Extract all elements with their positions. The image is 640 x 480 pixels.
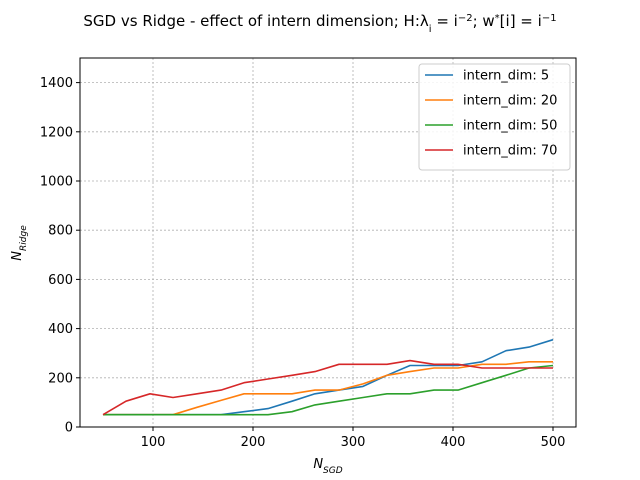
x-tick-label: 200 — [241, 435, 266, 450]
legend-label-2: intern_dim: 20 — [463, 94, 557, 109]
x-tick-label: 500 — [541, 435, 566, 450]
chart-title: SGD vs Ridge - effect of intern dimensio… — [83, 12, 556, 35]
y-tick-label: 400 — [48, 322, 73, 337]
y-axis: 0 200 400 600 800 1000 1200 1400 — [40, 76, 80, 436]
y-axis-label: NRidge — [10, 225, 29, 261]
legend-label-3: intern_dim: 50 — [463, 119, 557, 134]
y-tick-label: 1400 — [40, 76, 73, 91]
x-tick-label: 300 — [341, 435, 366, 450]
plot-frame — [79, 57, 577, 428]
series-line-3 — [103, 364, 554, 416]
x-axis: 100 200 300 400 500 — [141, 427, 566, 450]
series-layer — [102, 338, 554, 416]
legend-label-4: intern_dim: 70 — [463, 144, 557, 159]
series-line-4 — [102, 359, 553, 416]
y-tick-label: 1000 — [40, 175, 73, 190]
y-tick-label: 800 — [48, 224, 73, 239]
x-tick-label: 100 — [141, 435, 166, 450]
x-tick-label: 400 — [441, 435, 466, 450]
y-tick-label: 0 — [65, 421, 73, 436]
x-axis-label: NSGD — [313, 457, 342, 476]
y-tick-label: 600 — [48, 273, 73, 288]
y-tick-label: 200 — [48, 371, 73, 386]
series-line-2 — [103, 360, 553, 416]
legend-box — [418, 63, 571, 171]
y-tick-label: 1200 — [40, 125, 73, 140]
legend: intern_dim: 5 intern_dim: 20 intern_dim: 5… — [418, 63, 571, 171]
legend-label-1: intern_dim: 5 — [463, 69, 549, 84]
